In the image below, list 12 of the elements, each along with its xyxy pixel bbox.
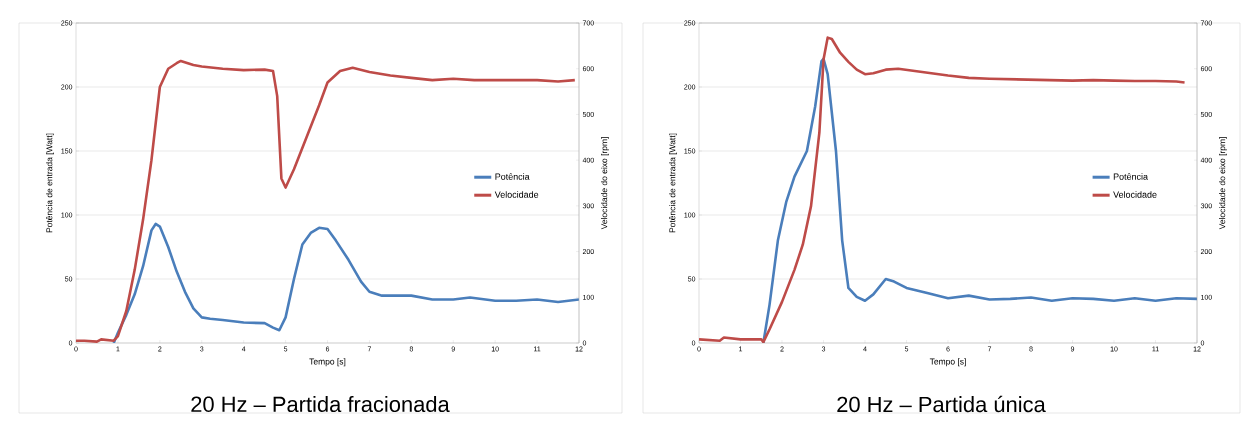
x-axis-title: Tempo [s]	[929, 358, 966, 367]
legend-label: Velocidade	[1113, 191, 1157, 198]
text: 20 Hz – Partida única	[837, 395, 1046, 413]
legend-label: Velocidade	[494, 191, 539, 198]
y2-axis-title: Velocidade do eixo [rpm]	[1219, 137, 1227, 230]
y2-axis-title: Velocidade do eixo [rpm]	[601, 137, 609, 230]
text: 20 Hz – Partida fracionada	[191, 395, 450, 413]
y-axis-title: Potência de entrada [Watt]	[669, 133, 678, 233]
legend-label: Potência	[1113, 173, 1148, 180]
y-axis-title: Potência de entrada [Watt]	[46, 133, 54, 233]
legend-label: Potência	[495, 173, 530, 180]
x-axis-title: Tempo [s]	[309, 358, 346, 367]
